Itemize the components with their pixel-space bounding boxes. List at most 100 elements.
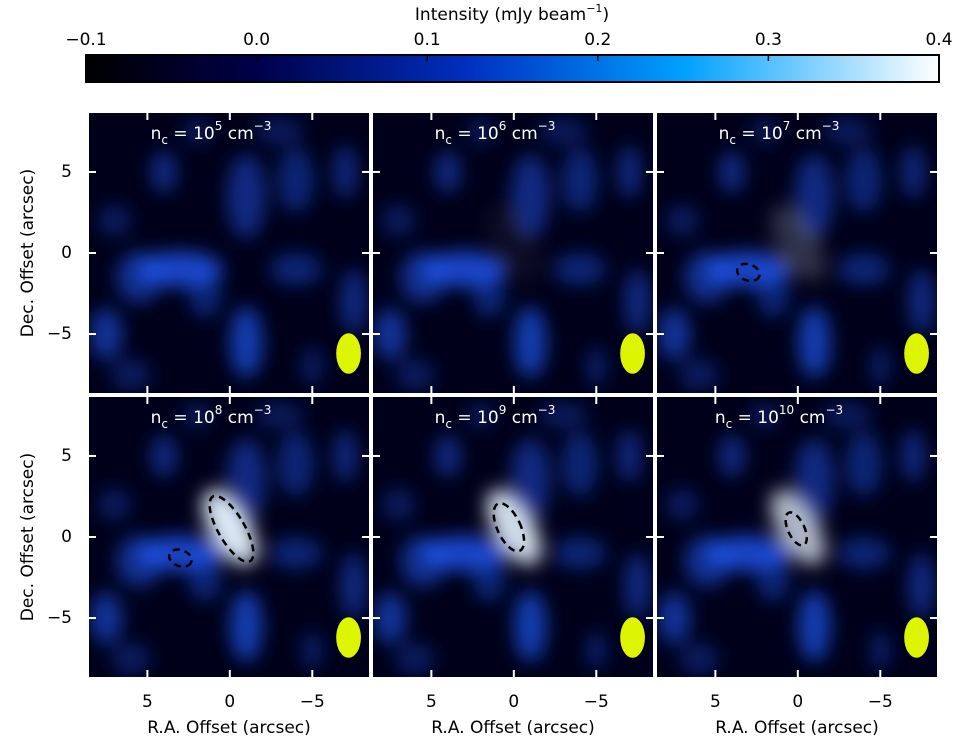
panel-title-part: 10 (779, 403, 794, 417)
panel-title-part: 7 (783, 119, 791, 133)
emission (254, 402, 305, 429)
emission (908, 269, 935, 335)
emission (794, 154, 835, 239)
panel-title-part: = 10 (168, 124, 215, 144)
emission (434, 150, 462, 194)
panel-title-part: 8 (215, 403, 223, 417)
beam (904, 333, 929, 374)
emission (226, 438, 267, 523)
source (770, 489, 825, 566)
y-tick-label: 5 (61, 446, 72, 466)
contour (735, 262, 761, 283)
emission (586, 631, 607, 670)
panel-title: nc = 105 cm−3 (151, 119, 272, 147)
emission (908, 553, 935, 619)
panel-title-part: = 10 (452, 124, 499, 144)
source (202, 489, 257, 566)
beam (620, 617, 645, 658)
emission (269, 537, 323, 570)
source (486, 489, 541, 566)
emission (751, 118, 779, 145)
emission (756, 269, 790, 318)
intensity-map (89, 118, 367, 391)
panel-title-part: cm (222, 408, 253, 428)
y-tick-label: 0 (61, 243, 72, 263)
colorbar-tick-label: 0.0 (243, 30, 270, 50)
panel-title-part: c (161, 417, 168, 431)
y-tick-label: −5 (47, 608, 72, 628)
emission (467, 402, 495, 429)
emission (870, 631, 891, 670)
emission (718, 434, 746, 478)
beam (336, 333, 361, 374)
emission (756, 553, 790, 602)
emission (395, 358, 435, 391)
emission (624, 553, 651, 619)
colorbar-tick-label: 0.2 (584, 30, 611, 50)
panel-title-part: c (729, 133, 736, 147)
panel-title-part: −3 (825, 403, 843, 417)
x-tick-label: 5 (710, 692, 721, 712)
emission (116, 251, 163, 304)
emission (684, 251, 731, 304)
emission (183, 118, 211, 145)
panel-title-part: −3 (538, 403, 556, 417)
y-tick-label: 0 (61, 527, 72, 547)
emission (797, 590, 831, 662)
emission (553, 253, 607, 286)
panel-title-part: = 10 (736, 124, 783, 144)
emission (340, 553, 367, 619)
panel-title-part: n (151, 408, 162, 428)
emission (586, 347, 607, 386)
emission (665, 204, 699, 237)
emission (229, 590, 263, 662)
colorbar-tick-label: 0.4 (925, 30, 952, 50)
x-tick-label: 0 (792, 692, 803, 712)
colorbar (85, 54, 940, 83)
x-axis-label: R.A. Offset (arcsec) (715, 718, 879, 738)
emission (395, 642, 435, 675)
emission (183, 402, 211, 429)
emission (400, 251, 447, 304)
emission (617, 146, 641, 198)
x-tick-label: 0 (224, 692, 235, 712)
panel-title-part: = 10 (452, 408, 499, 428)
panel-title-part: c (161, 133, 168, 147)
colorbar-label-part: Intensity (mJy beam (415, 5, 586, 25)
emission (373, 308, 407, 360)
panel-title-part: n (435, 124, 446, 144)
emission (561, 147, 598, 213)
y-axis-label: Dec. Offset (arcsec) (18, 169, 38, 338)
emission (624, 269, 651, 335)
emission (845, 431, 882, 497)
panel-title: nc = 108 cm−3 (151, 403, 272, 431)
beam (904, 617, 929, 658)
x-tick-label: −5 (300, 692, 325, 712)
emission (150, 150, 178, 194)
emission (901, 430, 925, 482)
emission (472, 269, 506, 318)
emission (333, 146, 357, 198)
panel-title-part: −3 (822, 119, 840, 133)
panel-title-part: cm (790, 124, 821, 144)
x-axis-label: R.A. Offset (arcsec) (431, 718, 595, 738)
emission (254, 118, 305, 145)
emission (381, 204, 415, 237)
contour (208, 494, 255, 564)
panel-title-part: c (726, 417, 733, 431)
panel-title-part: −3 (254, 403, 272, 417)
emission (684, 535, 731, 588)
x-tick-label: −5 (868, 692, 893, 712)
panel-title-part: 9 (499, 403, 507, 417)
emission (188, 269, 222, 318)
contour (167, 548, 193, 568)
emission (845, 147, 882, 213)
colorbar-label-part: −1 (586, 2, 602, 15)
panel-title-part: n (435, 408, 446, 428)
emission (538, 402, 589, 429)
panel-title-part: n (719, 124, 730, 144)
emission (89, 308, 123, 360)
emission (111, 358, 151, 391)
emission (513, 306, 547, 378)
